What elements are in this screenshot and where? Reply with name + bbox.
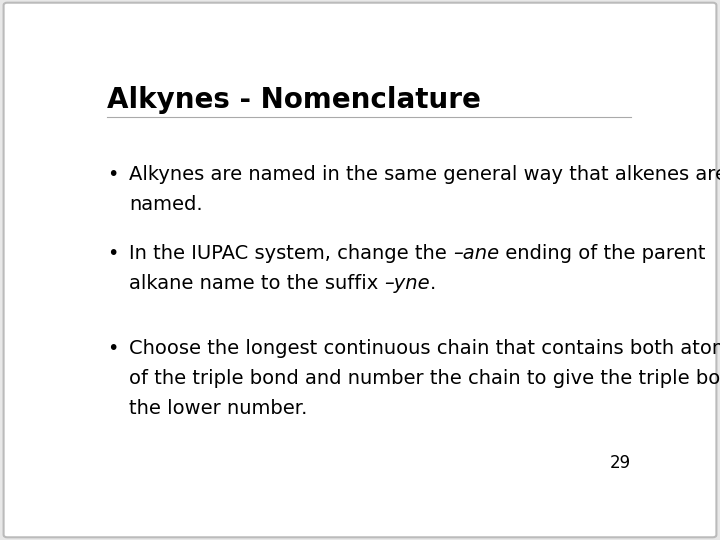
Text: .: . xyxy=(430,274,436,293)
Text: In the IUPAC system, change the: In the IUPAC system, change the xyxy=(129,244,453,262)
Text: Alkynes - Nomenclature: Alkynes - Nomenclature xyxy=(107,85,481,113)
Text: alkane name to the suffix: alkane name to the suffix xyxy=(129,274,384,293)
Text: of the triple bond and number the chain to give the triple bond: of the triple bond and number the chain … xyxy=(129,369,720,388)
Text: –yne: –yne xyxy=(384,274,430,293)
Text: named.: named. xyxy=(129,194,203,213)
FancyBboxPatch shape xyxy=(4,3,716,537)
Text: ending of the parent: ending of the parent xyxy=(499,244,706,262)
Text: •: • xyxy=(107,244,118,262)
Text: •: • xyxy=(107,339,118,358)
Text: the lower number.: the lower number. xyxy=(129,399,307,418)
Text: •: • xyxy=(107,165,118,184)
Text: 29: 29 xyxy=(610,454,631,472)
Text: Choose the longest continuous chain that contains both atoms: Choose the longest continuous chain that… xyxy=(129,339,720,358)
Text: –ane: –ane xyxy=(453,244,499,262)
Text: Alkynes are named in the same general way that alkenes are: Alkynes are named in the same general wa… xyxy=(129,165,720,184)
